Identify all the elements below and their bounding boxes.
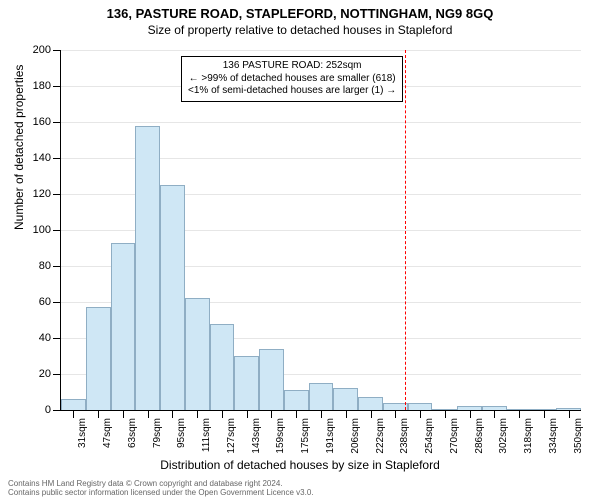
x-tick (445, 410, 446, 418)
histogram-bar (333, 388, 358, 410)
y-tick-label: 180 (33, 80, 51, 92)
y-tick-label: 160 (33, 116, 51, 128)
x-tick-label: 318sqm (523, 418, 534, 454)
x-tick (73, 410, 74, 418)
y-tick (53, 302, 61, 303)
x-tick (222, 410, 223, 418)
annotation-box: 136 PASTURE ROAD: 252sqm← >99% of detach… (181, 56, 403, 102)
x-tick (346, 410, 347, 418)
x-tick-label: 286sqm (474, 418, 485, 454)
annotation-line1: 136 PASTURE ROAD: 252sqm (188, 60, 396, 73)
x-tick (172, 410, 173, 418)
histogram-bar (408, 403, 433, 410)
grid-line (61, 122, 581, 123)
x-tick-label: 159sqm (275, 418, 286, 454)
x-tick (271, 410, 272, 418)
footer-line2: Contains public sector information licen… (8, 489, 314, 498)
plot-area: 02040608010012014016018020031sqm47sqm63s… (60, 50, 581, 411)
x-tick-label: 31sqm (77, 418, 88, 448)
x-tick-label: 270sqm (449, 418, 460, 454)
x-tick-label: 79sqm (152, 418, 163, 448)
histogram-bar (185, 298, 210, 410)
annotation-line2: ← >99% of detached houses are smaller (6… (188, 73, 396, 86)
x-tick (321, 410, 322, 418)
x-tick (395, 410, 396, 418)
x-tick-label: 350sqm (573, 418, 584, 454)
x-tick-label: 254sqm (424, 418, 435, 454)
histogram-bar (309, 383, 334, 410)
x-axis-label: Distribution of detached houses by size … (0, 458, 600, 472)
x-tick-label: 63sqm (127, 418, 138, 448)
x-tick-label: 143sqm (251, 418, 262, 454)
x-tick (371, 410, 372, 418)
x-tick-label: 238sqm (399, 418, 410, 454)
x-tick-label: 47sqm (102, 418, 113, 448)
grid-line (61, 50, 581, 51)
annotation-line3: <1% of semi-detached houses are larger (… (188, 85, 396, 98)
x-tick (247, 410, 248, 418)
y-tick (53, 230, 61, 231)
y-tick-label: 80 (39, 260, 51, 272)
histogram-bar (86, 307, 111, 410)
x-tick-label: 127sqm (226, 418, 237, 454)
histogram-bar (135, 126, 160, 410)
marker-line (405, 50, 406, 410)
x-tick-label: 302sqm (498, 418, 509, 454)
y-axis-label: Number of detached properties (12, 65, 26, 230)
histogram-bar (61, 399, 86, 410)
y-tick-label: 40 (39, 332, 51, 344)
y-tick-label: 100 (33, 224, 51, 236)
y-tick (53, 194, 61, 195)
y-tick (53, 158, 61, 159)
histogram-bar (160, 185, 185, 410)
x-tick (123, 410, 124, 418)
x-tick (470, 410, 471, 418)
histogram-bar (210, 324, 235, 410)
x-tick (148, 410, 149, 418)
y-tick (53, 338, 61, 339)
y-tick (53, 122, 61, 123)
histogram-bar (259, 349, 284, 410)
x-tick (296, 410, 297, 418)
chart-subtitle: Size of property relative to detached ho… (0, 21, 600, 37)
histogram-bar (234, 356, 259, 410)
x-tick (420, 410, 421, 418)
y-tick (53, 410, 61, 411)
y-tick-label: 60 (39, 296, 51, 308)
y-tick-label: 120 (33, 188, 51, 200)
histogram-bar (383, 403, 408, 410)
y-tick-label: 0 (45, 404, 51, 416)
x-tick (544, 410, 545, 418)
y-tick (53, 50, 61, 51)
y-tick (53, 86, 61, 87)
y-tick-label: 20 (39, 368, 51, 380)
x-tick-label: 175sqm (300, 418, 311, 454)
x-tick (98, 410, 99, 418)
x-tick-label: 111sqm (201, 418, 212, 452)
x-tick (569, 410, 570, 418)
x-tick-label: 206sqm (350, 418, 361, 454)
histogram-bar (358, 397, 383, 410)
chart-title: 136, PASTURE ROAD, STAPLEFORD, NOTTINGHA… (0, 0, 600, 21)
x-tick-label: 191sqm (325, 418, 336, 454)
y-tick-label: 140 (33, 152, 51, 164)
y-tick-label: 200 (33, 44, 51, 56)
x-tick (494, 410, 495, 418)
x-tick-label: 222sqm (375, 418, 386, 454)
x-tick-label: 334sqm (548, 418, 559, 454)
y-tick (53, 374, 61, 375)
x-tick-label: 95sqm (176, 418, 187, 448)
y-tick (53, 266, 61, 267)
x-tick (519, 410, 520, 418)
footer-attribution: Contains HM Land Registry data © Crown c… (8, 480, 314, 498)
histogram-bar (111, 243, 136, 410)
x-tick (197, 410, 198, 418)
histogram-bar (284, 390, 309, 410)
